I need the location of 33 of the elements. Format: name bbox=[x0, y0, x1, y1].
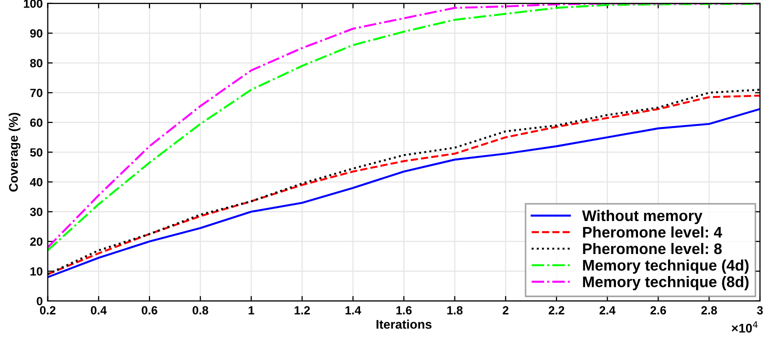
y-tick-label: 40 bbox=[30, 178, 42, 186]
x-tick-label: 1 bbox=[248, 306, 254, 314]
y-tick-label: 60 bbox=[30, 118, 42, 127]
text: ×10$^{4}$ bbox=[732, 321, 758, 333]
legend-label: Memory technique (4d) bbox=[583, 259, 749, 274]
x-tick-label: 0.6 bbox=[142, 306, 158, 314]
legend-label: Pheromone level: 4 bbox=[583, 226, 722, 238]
legend-label: Pheromone level: 8 bbox=[583, 242, 722, 254]
x-tick-label: 2.2 bbox=[548, 306, 564, 314]
x-tick-label: 1.8 bbox=[447, 306, 463, 314]
x-tick-label: 0.8 bbox=[192, 306, 208, 314]
x-tick-label: 0.4 bbox=[90, 306, 107, 314]
y-tick-label: 10 bbox=[30, 267, 42, 276]
x-tick-label: 0.2 bbox=[40, 306, 56, 314]
legend-label: Without memory bbox=[582, 210, 702, 224]
x-tick-label: 1.2 bbox=[294, 306, 310, 314]
y-tick-label: 20 bbox=[30, 237, 42, 246]
x-tick-label: 2.8 bbox=[701, 306, 717, 314]
legend-label: Memory technique (8d) bbox=[583, 276, 749, 290]
x-tick-label: 2.6 bbox=[650, 306, 666, 314]
x-tick-label: 3 bbox=[756, 306, 763, 315]
y-tick-label: 50 bbox=[30, 148, 42, 157]
y-axis-title: Coverage (%) bbox=[8, 112, 20, 192]
x-tick-label: 1.6 bbox=[396, 306, 412, 314]
y-tick-label: 80 bbox=[30, 58, 42, 68]
x-axis-title: Iterations bbox=[376, 320, 432, 329]
y-tick-label: 30 bbox=[30, 208, 42, 216]
x-tick-label: 2.4 bbox=[600, 306, 616, 314]
y-tick-label: 90 bbox=[30, 29, 42, 38]
x-tick-label: 2 bbox=[502, 306, 508, 314]
y-tick-label: 0 bbox=[36, 296, 42, 306]
y-tick-label: 70 bbox=[30, 88, 42, 98]
x-tick-label: 1.4 bbox=[346, 306, 362, 314]
